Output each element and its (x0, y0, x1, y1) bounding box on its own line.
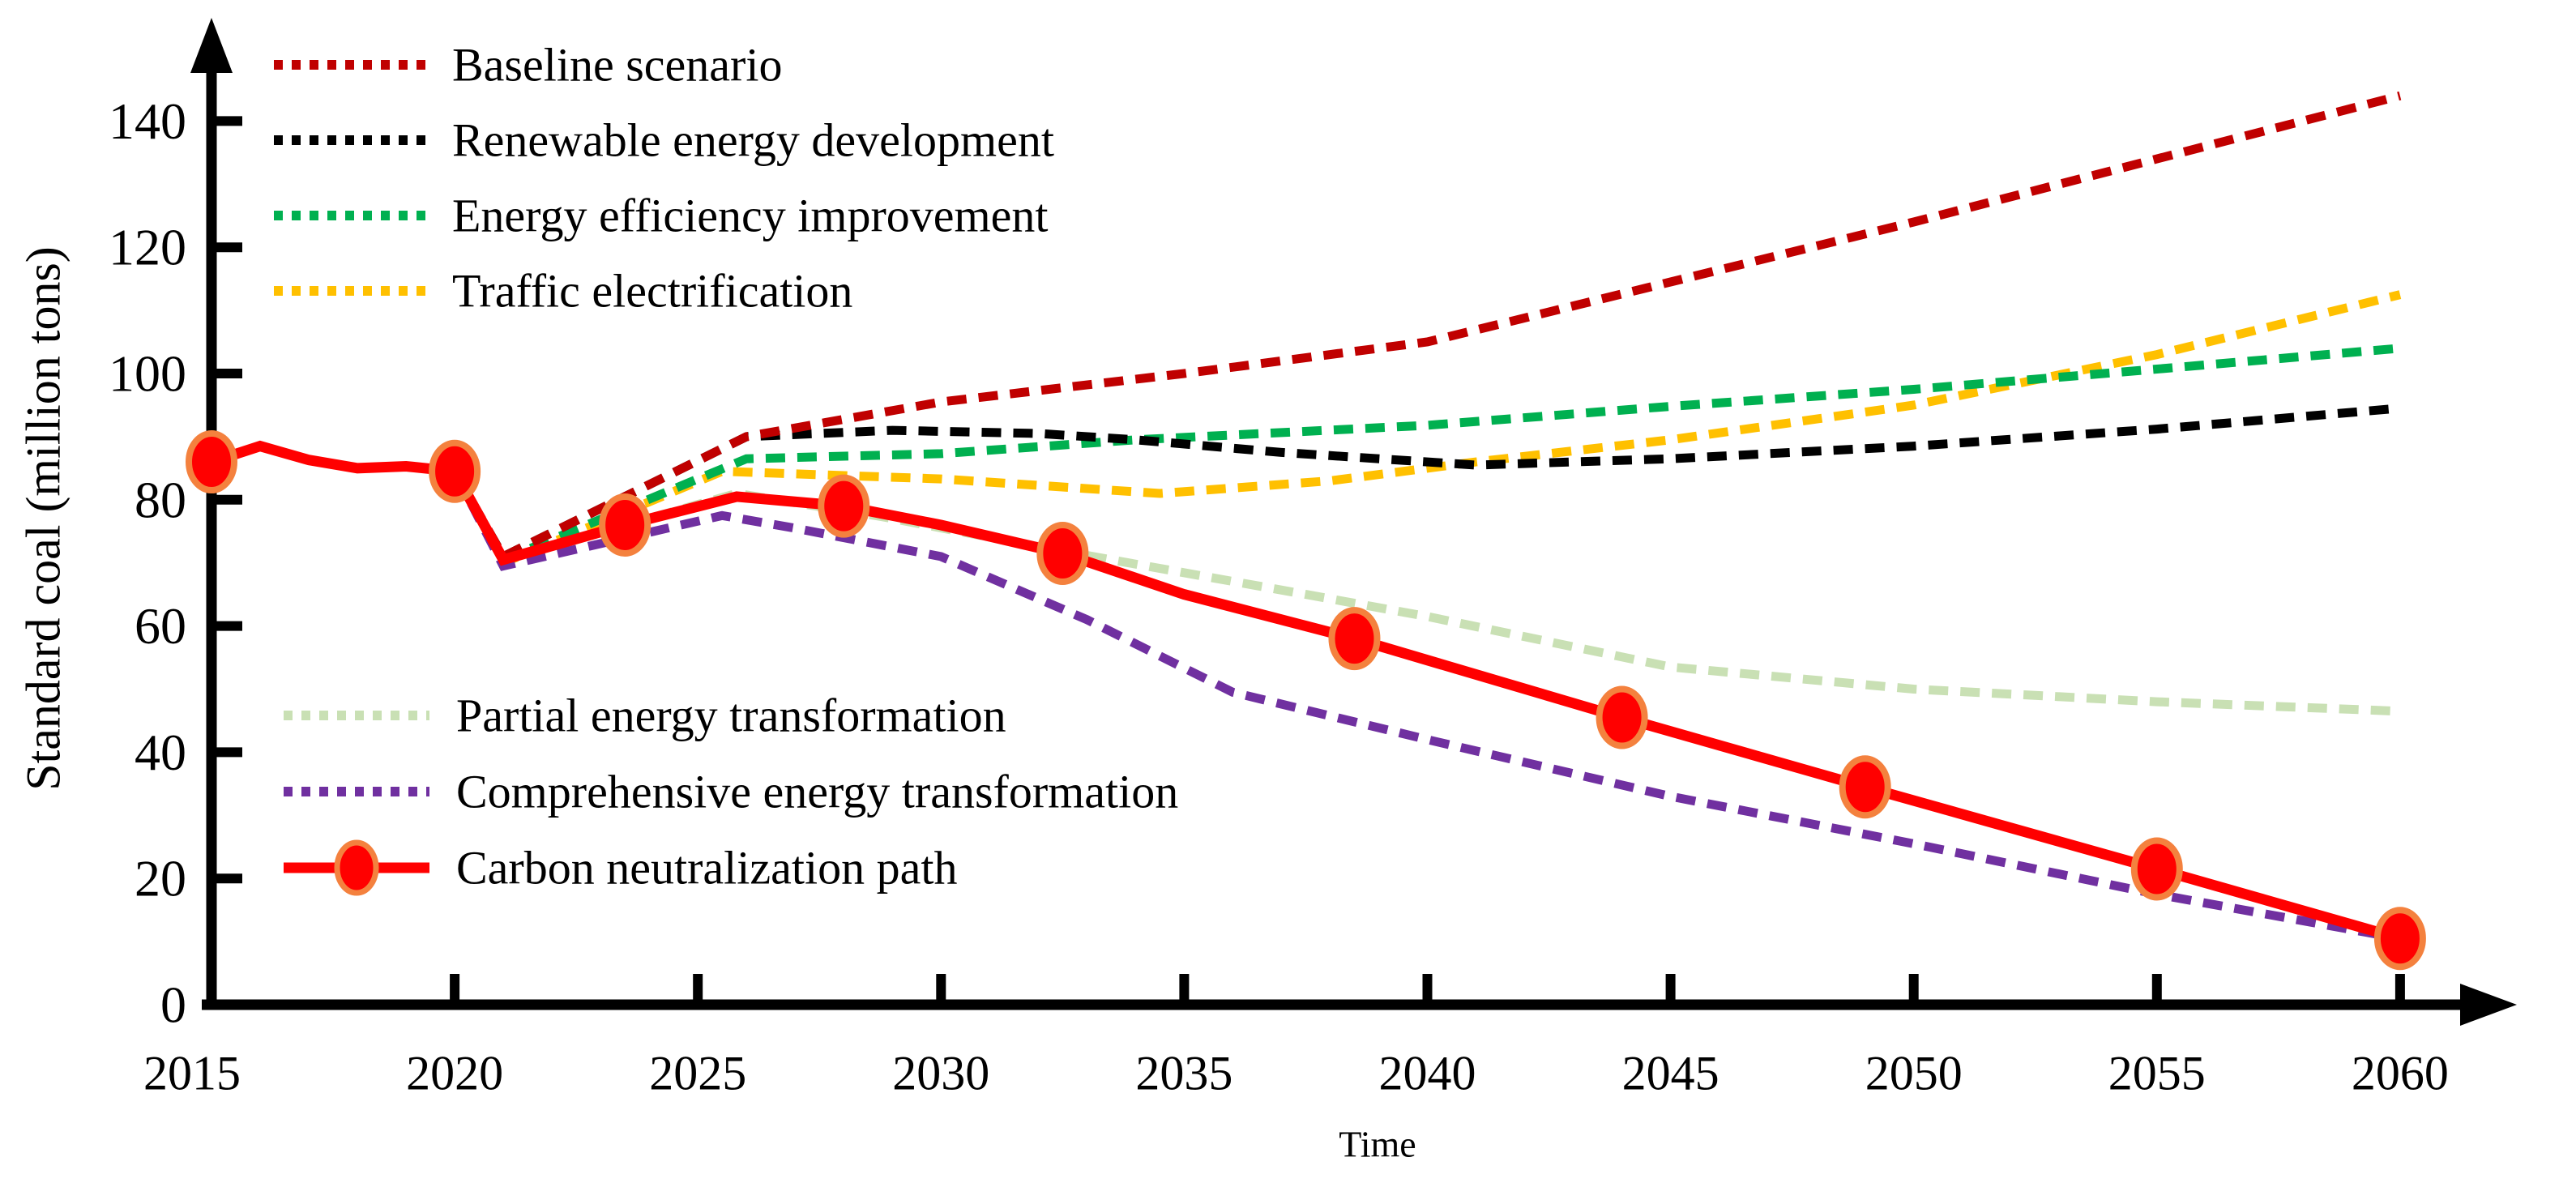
legend-label: Traffic electrification (452, 265, 852, 318)
x-tick-label: 2055 (2108, 1046, 2206, 1099)
legend-label: Renewable energy development (452, 114, 1054, 167)
x-tick-label: 2060 (2352, 1046, 2449, 1099)
legend-item-comprehensive: Comprehensive energy transformation (284, 766, 1178, 818)
legend-label: Baseline scenario (452, 39, 782, 92)
x-tick-label: 2025 (649, 1046, 746, 1099)
legend-item-partial: Partial energy transformation (284, 690, 1006, 742)
series-line-carbon (209, 440, 2402, 944)
x-tick-label: 2045 (1622, 1046, 1719, 1099)
y-tick-label: 120 (109, 219, 186, 276)
y-axis-arrowhead (190, 18, 233, 73)
legend-item-traffic: Traffic electrification (274, 265, 852, 318)
legend-item-efficiency: Energy efficiency improvement (274, 190, 1048, 242)
series-line-baseline (210, 91, 2402, 563)
y-tick-label: 40 (135, 724, 186, 781)
legend-label: Partial energy transformation (456, 690, 1006, 742)
data-point-marker (186, 430, 237, 494)
legend-item-baseline: Baseline scenario (274, 39, 782, 92)
y-tick-label: 20 (135, 850, 186, 907)
legend-label: Energy efficiency improvement (452, 190, 1048, 242)
x-axis-title: Time (1339, 1123, 1416, 1165)
data-point-marker (1328, 607, 1381, 671)
series-line-efficiency (210, 344, 2401, 566)
x-tick-label: 2050 (1865, 1046, 1963, 1099)
legend-label: Carbon neutralization path (456, 842, 957, 895)
x-tick-label: 2015 (143, 1046, 241, 1099)
x-tick-label: 2030 (892, 1046, 989, 1099)
x-tick-label: 2035 (1135, 1046, 1232, 1099)
data-point-marker (2130, 837, 2183, 901)
y-tick-label: 100 (109, 345, 186, 403)
data-point-marker (818, 474, 870, 538)
data-point-marker (429, 439, 481, 503)
x-axis-arrowhead (2460, 984, 2517, 1026)
legend-item-carbon: Carbon neutralization path (284, 839, 957, 896)
series-line-traffic (210, 290, 2402, 569)
x-tick-label: 2040 (1379, 1046, 1476, 1099)
y-tick-label: 140 (109, 92, 186, 150)
y-axis-title: Standard coal (million tons) (16, 246, 70, 791)
y-tick-label: 60 (135, 597, 186, 655)
data-point-marker (1036, 522, 1089, 586)
data-point-marker (599, 493, 651, 557)
x-tick-label: 2020 (406, 1046, 503, 1099)
data-point-marker (1839, 755, 1891, 819)
data-point-marker (2373, 907, 2426, 971)
legend-label: Comprehensive energy transformation (456, 766, 1178, 818)
y-tick-label: 80 (135, 471, 186, 528)
legend-item-renewable: Renewable energy development (274, 114, 1054, 167)
data-point-marker (1596, 685, 1648, 749)
y-tick-label: 0 (160, 976, 186, 1034)
legend-marker-icon (334, 839, 379, 896)
